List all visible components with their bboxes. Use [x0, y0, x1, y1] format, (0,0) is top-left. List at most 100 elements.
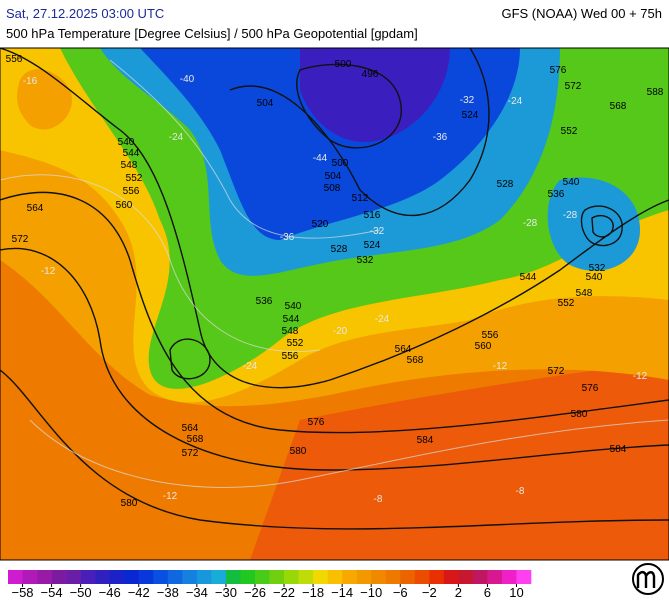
colorbar-swatch	[167, 570, 183, 584]
contour-label: 568	[407, 355, 424, 366]
colorbar-swatch	[138, 570, 154, 584]
colorbar-swatch	[313, 570, 328, 584]
contour-label: 532	[589, 263, 606, 274]
contour-label: 528	[497, 179, 514, 190]
contour-label: 584	[610, 444, 627, 455]
contour-label: 544	[283, 314, 300, 325]
contour-label: 564	[27, 203, 44, 214]
colorbar-swatch	[501, 570, 517, 584]
colorbar-label: −26	[244, 585, 266, 600]
contour-label: 576	[550, 65, 567, 76]
temperature-label: -28	[523, 218, 538, 229]
temperature-label: -12	[633, 371, 648, 382]
colorbar-label: 6	[484, 585, 491, 600]
temperature-label: -12	[163, 491, 178, 502]
contour-label: 536	[548, 189, 565, 200]
temperature-label: -44	[313, 153, 328, 164]
colorbar-label: −38	[157, 585, 179, 600]
colorbar-swatch	[37, 570, 52, 584]
colorbar-swatch	[182, 570, 198, 584]
temperature-label: -12	[41, 266, 56, 277]
contour-label: 576	[582, 383, 599, 394]
contour-label: 544	[520, 272, 537, 283]
contour-label: 500	[335, 59, 352, 70]
colorbar-swatch	[225, 570, 241, 584]
colorbar-swatch	[124, 570, 140, 584]
colorbar-swatch	[66, 570, 81, 584]
colorbar-swatch	[458, 570, 474, 584]
temperature-label: -20	[333, 326, 348, 337]
contour-label: 560	[116, 200, 133, 211]
contour-label: 544	[123, 148, 140, 159]
contour-label: 580	[121, 498, 138, 509]
colorbar-swatch	[385, 570, 401, 584]
colorbar-label: −6	[393, 585, 408, 600]
colorbar-swatch	[342, 570, 357, 584]
colorbar-swatch	[371, 570, 387, 584]
contour-label: 496	[362, 69, 379, 80]
colorbar-swatch	[211, 570, 227, 584]
contour-label: 516	[364, 210, 381, 221]
colorbar-label: −34	[186, 585, 208, 600]
contour-label: 548	[282, 326, 299, 337]
map-frame	[0, 47, 669, 561]
colorbar-label: −18	[302, 585, 324, 600]
colorbar-swatch	[51, 570, 67, 584]
contour-label: 564	[182, 423, 199, 434]
temperature-label: -32	[460, 95, 475, 106]
colorbar-label: −58	[11, 585, 33, 600]
temperature-label: -40	[180, 74, 195, 85]
contour-label: 552	[287, 338, 304, 349]
header-date: Sat, 27.12.2025 03:00 UTC	[6, 6, 164, 21]
colorbar-label: −30	[215, 585, 237, 600]
colorbar-swatch	[356, 570, 372, 584]
contour-label: 572	[565, 81, 582, 92]
colorbar-label: −14	[331, 585, 353, 600]
contour-label: 508	[324, 183, 341, 194]
contour-label: 552	[561, 126, 578, 137]
temperature-label: -24	[508, 96, 523, 107]
contour-label: 556	[282, 351, 299, 362]
contour-label: 576	[308, 417, 325, 428]
colorbar-label: −10	[360, 585, 382, 600]
colorbar-swatch	[284, 570, 299, 584]
contour-label: 584	[417, 435, 434, 446]
map	[0, 48, 669, 560]
temperature-label: -8	[374, 494, 383, 505]
colorbar-label: −50	[70, 585, 92, 600]
temperature-label: -36	[280, 232, 295, 243]
colorbar-swatch	[109, 570, 125, 584]
colorbar-swatch	[269, 570, 285, 584]
temperature-label: -8	[516, 486, 525, 497]
temperature-label: -28	[563, 210, 578, 221]
colorbar-swatch	[196, 570, 212, 584]
contour-label: 548	[576, 288, 593, 299]
contour-label: 500	[332, 158, 349, 169]
contour-label: 572	[12, 234, 29, 245]
colorbar-swatch	[414, 570, 430, 584]
contour-label: 504	[325, 171, 342, 182]
contour-label: 540	[118, 137, 135, 148]
contour-label: 536	[256, 296, 273, 307]
temperature-label: -36	[433, 132, 448, 143]
contour-label: 556	[482, 330, 499, 341]
colorbar-swatch	[80, 570, 96, 584]
contour-label: 540	[285, 301, 302, 312]
colorbar: −58 −54 −50 −46 −42 −38 −34 −30 −26 −22 −18 −14 −10−…	[8, 570, 532, 600]
temperature-label: -24	[243, 361, 258, 372]
colorbar-swatch	[443, 570, 459, 584]
colorbar-swatch	[472, 570, 488, 584]
colorbar-swatch	[327, 570, 343, 584]
contour-label: 524	[364, 240, 381, 251]
contour-label: 560	[475, 341, 492, 352]
contour-label: 504	[257, 98, 274, 109]
colorbar-swatch	[153, 570, 169, 584]
contour-label: 520	[312, 219, 329, 230]
colorbar-label: −54	[41, 585, 63, 600]
contour-label: 548	[121, 160, 138, 171]
contour-label: 572	[548, 366, 565, 377]
colorbar-swatch	[95, 570, 110, 584]
colorbar-label: −2	[422, 585, 437, 600]
colorbar-label: −22	[273, 585, 295, 600]
